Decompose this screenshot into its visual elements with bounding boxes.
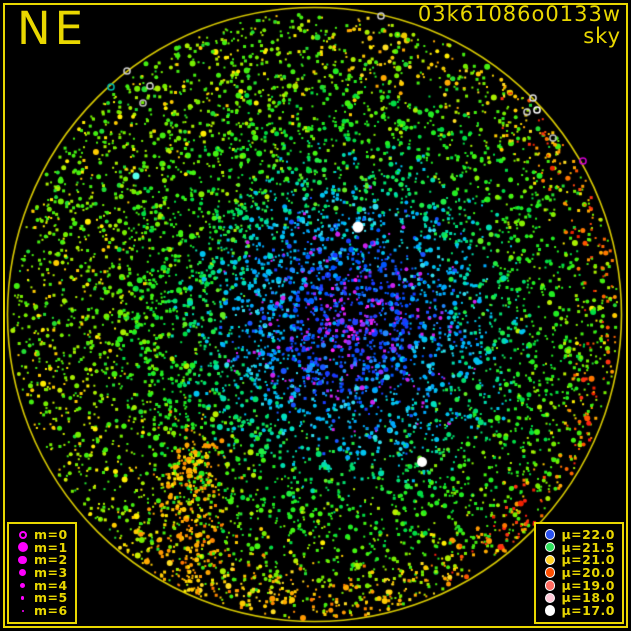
legend-label: m=3 [34, 565, 68, 581]
legend-label: μ=21.5 [561, 539, 615, 555]
magnitude-legend-row: m=6 [15, 603, 68, 619]
magnitude-marker-icon [15, 609, 30, 612]
mu-marker-icon [542, 592, 557, 604]
legend-dot-icon [20, 596, 25, 600]
legend-dot-icon [20, 582, 25, 588]
magnitude-legend-row: m=1 [15, 539, 68, 555]
mu-marker-icon [542, 529, 557, 540]
magnitude-legend-row: m=3 [15, 565, 68, 581]
legend-dot-icon [17, 542, 28, 553]
mu-legend-row: μ=17.0 [542, 603, 615, 619]
legend-dot-icon [18, 530, 27, 539]
legend-dot-icon [21, 609, 24, 612]
legend-dot-icon [18, 555, 27, 565]
legend-label: μ=21.0 [561, 552, 615, 568]
legend-label: m=6 [34, 603, 68, 619]
legend-label: m=2 [34, 552, 68, 568]
legend-label: m=4 [34, 577, 68, 593]
mu-legend-row: μ=18.0 [542, 590, 615, 606]
legend-label: μ=22.0 [561, 527, 615, 543]
mu-legend-row: μ=19.0 [542, 577, 615, 593]
mu-legend-row: μ=21.5 [542, 539, 615, 555]
mu-legend-row: μ=20.0 [542, 565, 615, 581]
surface-brightness-legend: μ=22.0 μ=21.5 μ=21.0 μ=20.0 μ=19.0 μ=18.0 μ=17… [534, 522, 624, 624]
legend-dot-icon [544, 554, 556, 566]
mu-marker-icon [542, 580, 557, 591]
legend-label: m=1 [34, 539, 68, 555]
legend-label: m=0 [34, 527, 68, 543]
magnitude-legend: m=0 m=1 m=2 m=3 m=4 m=5 m=6 [7, 522, 77, 624]
legend-label: μ=20.0 [561, 565, 615, 581]
legend-dot-icon [544, 567, 556, 578]
magnitude-marker-icon [15, 596, 30, 600]
magnitude-marker-icon [15, 530, 30, 539]
magnitude-marker-icon [15, 555, 30, 565]
mu-marker-icon [542, 541, 557, 553]
magnitude-legend-row: m=4 [15, 577, 68, 593]
legend-label: m=5 [34, 590, 68, 606]
legend-label: μ=18.0 [561, 590, 615, 606]
plot-title: 03k61086o0133w [417, 2, 621, 26]
legend-label: μ=17.0 [561, 603, 615, 619]
magnitude-marker-icon [15, 569, 30, 577]
magnitude-legend-row: m=5 [15, 590, 68, 606]
legend-dot-icon [544, 541, 556, 553]
ne-orientation-label: NE [17, 2, 88, 55]
mu-marker-icon [542, 605, 557, 616]
mu-marker-icon [542, 554, 557, 566]
magnitude-legend-row: m=2 [15, 552, 68, 568]
legend-dot-icon [544, 529, 556, 540]
title-block: 03k61086o0133w sky [418, 3, 621, 47]
legend-label: μ=19.0 [561, 577, 615, 593]
legend-dot-icon [544, 580, 556, 591]
mu-marker-icon [542, 567, 557, 578]
legend-dot-icon [19, 569, 26, 577]
magnitude-marker-icon [15, 582, 30, 588]
legend-dot-icon [544, 605, 556, 616]
legend-dot-icon [544, 592, 556, 604]
magnitude-legend-row: m=0 [15, 527, 68, 543]
mu-legend-row: μ=21.0 [542, 552, 615, 568]
mu-legend-row: μ=22.0 [542, 527, 615, 543]
plot-subtitle: sky [583, 24, 621, 48]
magnitude-marker-icon [15, 542, 30, 553]
